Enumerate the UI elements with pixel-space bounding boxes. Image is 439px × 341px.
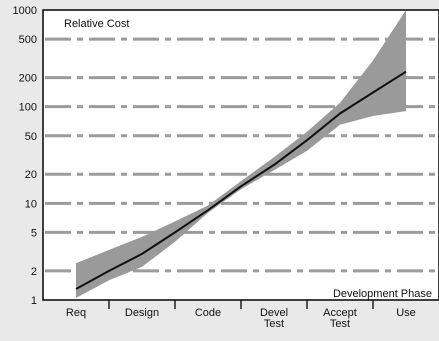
line-layer	[75, 70, 407, 290]
x-tick-label-use: Use	[396, 307, 416, 319]
x-tick-label-accept-test: Accept Test	[323, 307, 357, 330]
cost-range-band	[76, 10, 406, 298]
y-tick-label-500: 500	[19, 34, 37, 46]
y-tick-label-5: 5	[31, 227, 37, 239]
y-tick-label-10: 10	[25, 198, 37, 210]
x-tick-label-code: Code	[195, 307, 221, 319]
y-tick-label-2: 2	[31, 266, 37, 278]
x-tick-label-devel-test: Devel Test	[260, 307, 288, 330]
y-tick-layer: 1 2 5 10 20 50 100 200 500 1000	[13, 5, 37, 307]
x-tick-label-design: Design	[125, 307, 159, 319]
y-tick-label-200: 200	[19, 73, 37, 85]
x-tick-label-req: Req	[66, 307, 86, 319]
y-tick-label-1000: 1000	[13, 5, 37, 17]
y-tick-label-100: 100	[19, 102, 37, 114]
y-tick-label-20: 20	[25, 169, 37, 181]
y-axis-label: Relative Cost	[64, 18, 129, 30]
y-tick-label-50: 50	[25, 131, 37, 143]
band-layer	[76, 10, 406, 298]
median-cost-line	[75, 70, 407, 290]
x-axis-label: Development Phase	[333, 288, 432, 300]
x-tick-layer: Req Design Code Devel Test Accept Test Use	[66, 300, 416, 330]
y-tick-label-1: 1	[31, 295, 37, 307]
